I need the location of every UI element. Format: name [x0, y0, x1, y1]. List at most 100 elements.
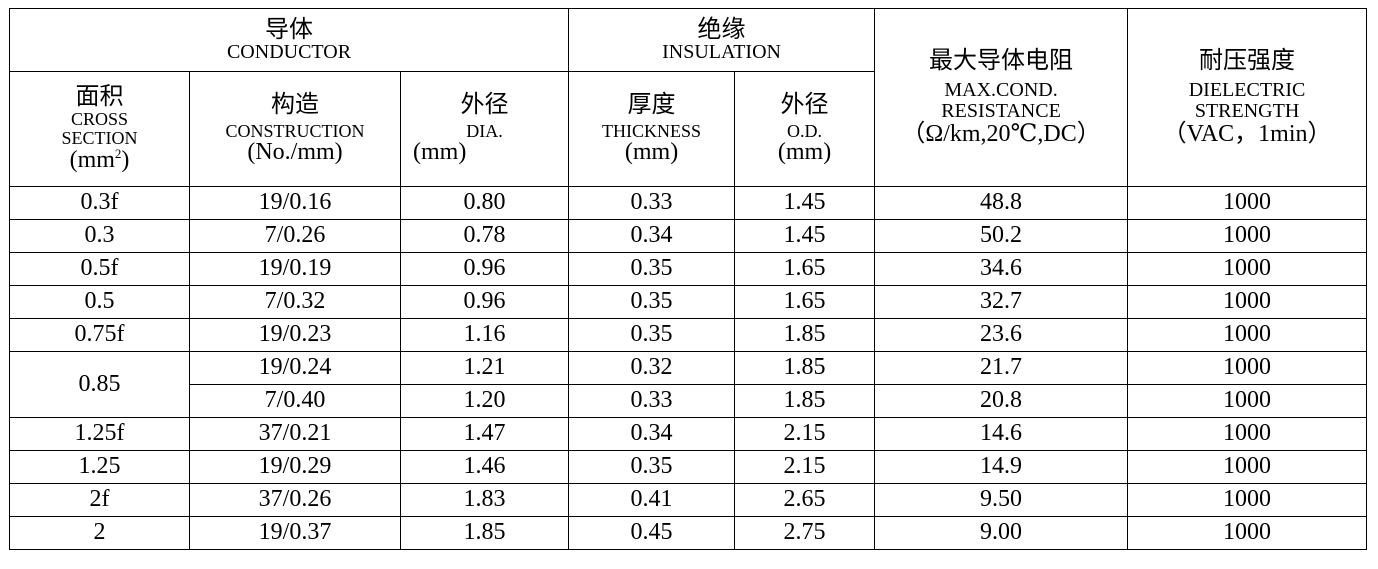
cell-thickness: 0.32	[568, 351, 736, 385]
cell-dielectric: 1000	[1127, 252, 1368, 286]
table-row: 0.85 19/0.24 1.21 0.32 1.85 21.7 1000	[9, 351, 1368, 418]
cell-construction: 19/0.29	[189, 450, 401, 484]
resistance-unit: （Ω/km,20℃,DC）	[901, 120, 1101, 147]
cell-resistance: 9.50	[874, 483, 1129, 517]
cell-resistance: 14.9	[874, 450, 1129, 484]
cell-resistance: 21.7	[874, 351, 1129, 385]
cell-dia: 0.80	[399, 186, 570, 220]
cell-thickness: 0.35	[568, 450, 736, 484]
table-row: 0.5 7/0.32 0.96 0.35 1.65 32.7 1000	[9, 285, 1368, 319]
construction-header: 构造 CONSTRUCTION (No./mm)	[189, 71, 401, 187]
cell-construction: 37/0.26	[189, 483, 401, 517]
cell-od: 1.45	[734, 219, 876, 253]
thickness-cn: 厚度	[627, 90, 676, 119]
cell-thickness: 0.34	[568, 219, 736, 253]
table-row: 0.3f 19/0.16 0.80 0.33 1.45 48.8 1000	[9, 186, 1368, 220]
cell-section: 1.25	[9, 450, 190, 484]
cell-thickness: 0.35	[568, 318, 736, 352]
cell-construction: 7/0.32	[189, 285, 401, 319]
cell-section: 0.85	[9, 351, 190, 418]
cell-resistance: 32.7	[874, 285, 1129, 319]
cell-construction: 19/0.16	[189, 186, 401, 220]
od-header: 外径 O.D. (mm)	[734, 71, 876, 187]
cell-od: 2.65	[734, 483, 876, 517]
thickness-en: THICKNESS	[602, 120, 702, 141]
construction-en: CONSTRUCTION	[225, 120, 365, 141]
cell-dia: 1.83	[399, 483, 570, 517]
cell-dia: 0.96	[399, 285, 570, 319]
cell-dielectric: 1000	[1127, 219, 1368, 253]
cell-thickness: 0.33	[568, 384, 736, 418]
cell-od: 1.65	[734, 285, 876, 319]
cell-od: 2.15	[734, 417, 876, 451]
cell-od: 2.75	[734, 516, 876, 550]
table-row: 7/0.40 1.20 0.33 1.85 20.8 1000	[10, 384, 1368, 418]
cell-dielectric: 1000	[1127, 384, 1368, 418]
cell-dia: 1.16	[399, 318, 570, 352]
dielectric-cn: 耐压强度	[1199, 46, 1296, 75]
resistance-en2: RESISTANCE	[941, 99, 1061, 122]
cell-resistance: 20.8	[874, 384, 1129, 418]
cross-section-en1: CROSS	[70, 108, 129, 129]
header-row-sub: 面积 CROSS SECTION (mm2) 构造 CONSTRUCTION (…	[9, 71, 1367, 187]
dielectric-unit: （VAC，1min）	[1162, 120, 1332, 147]
cell-dielectric: 1000	[1127, 318, 1368, 352]
table-row: 1.25 19/0.29 1.46 0.35 2.15 14.9 1000	[9, 450, 1368, 484]
cell-thickness: 0.35	[568, 285, 736, 319]
cell-resistance: 48.8	[874, 186, 1129, 220]
cross-section-cn: 面积	[75, 82, 124, 111]
conductor-en: CONDUCTOR	[226, 41, 352, 64]
cell-od: 1.85	[734, 318, 876, 352]
cell-resistance: 23.6	[874, 318, 1129, 352]
cell-dia: 1.46	[399, 450, 570, 484]
cell-construction: 19/0.37	[189, 516, 401, 550]
cell-dielectric: 1000	[1127, 417, 1368, 451]
spec-table: 导体 CONDUCTOR 绝缘 INSULATION 最大导体电阻 MAX.CO…	[8, 8, 1368, 550]
dia-unit: (mm)	[413, 139, 467, 166]
cell-dielectric: 1000	[1127, 483, 1368, 517]
resistance-en1: MAX.COND.	[944, 78, 1058, 101]
insulation-header: 绝缘 INSULATION	[568, 8, 876, 72]
cell-od: 1.65	[734, 252, 876, 286]
od-unit: (mm)	[777, 139, 832, 166]
dielectric-header: 耐压强度 DIELECTRIC STRENGTH （VAC，1min）	[1127, 8, 1368, 187]
cell-thickness: 0.34	[568, 417, 736, 451]
cell-dielectric: 1000	[1127, 285, 1368, 319]
cell-resistance: 9.00	[874, 516, 1129, 550]
cell-resistance: 50.2	[874, 219, 1129, 253]
header-row-top: 导体 CONDUCTOR 绝缘 INSULATION 最大导体电阻 MAX.CO…	[8, 8, 1368, 187]
cell-dielectric: 1000	[1127, 351, 1368, 385]
cell-thickness: 0.33	[568, 186, 736, 220]
cell-dia: 1.21	[399, 351, 570, 385]
cell-section: 0.3	[9, 219, 190, 253]
cell-section: 0.3f	[9, 186, 190, 220]
cross-section-header: 面积 CROSS SECTION (mm2)	[9, 71, 190, 187]
thickness-unit: (mm)	[624, 139, 679, 166]
resistance-header: 最大导体电阻 MAX.COND. RESISTANCE （Ω/km,20℃,DC…	[874, 8, 1129, 187]
cell-construction: 37/0.21	[189, 417, 401, 451]
od-cn: 外径	[780, 90, 829, 119]
insulation-en: INSULATION	[662, 41, 781, 64]
cell-od: 1.45	[734, 186, 876, 220]
cross-section-unit: (mm2)	[69, 146, 130, 174]
od-en: O.D.	[787, 120, 823, 141]
construction-unit: (No./mm)	[247, 139, 343, 166]
cell-dia: 1.85	[399, 516, 570, 550]
cell-od: 1.85	[734, 384, 876, 418]
table-row: 1.25f 37/0.21 1.47 0.34 2.15 14.6 1000	[9, 417, 1368, 451]
table-row: 0.5f 19/0.19 0.96 0.35 1.65 34.6 1000	[9, 252, 1368, 286]
cell-dia: 1.20	[399, 384, 570, 418]
cell-section: 1.25f	[9, 417, 190, 451]
construction-cn: 构造	[271, 90, 319, 119]
dia-en: DIA.	[466, 120, 503, 141]
cell-od: 1.85	[734, 351, 876, 385]
conductor-cn: 导体	[265, 14, 314, 43]
cell-thickness: 0.45	[568, 516, 736, 550]
cell-section: 0.75f	[9, 318, 190, 352]
cell-construction: 19/0.19	[189, 252, 401, 286]
cell-resistance: 14.6	[874, 417, 1129, 451]
cell-section: 0.5	[9, 285, 190, 319]
table-row: 0.75f 19/0.23 1.16 0.35 1.85 23.6 1000	[9, 318, 1368, 352]
cell-section: 2	[9, 516, 190, 550]
thickness-header: 厚度 THICKNESS (mm)	[568, 71, 736, 187]
